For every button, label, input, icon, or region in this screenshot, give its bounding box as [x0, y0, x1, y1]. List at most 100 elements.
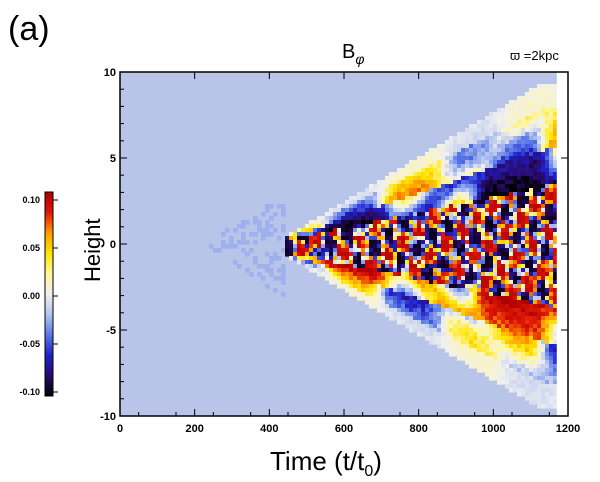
- field-cell: [529, 316, 534, 321]
- field-cell: [405, 216, 410, 221]
- field-cell: [257, 272, 262, 277]
- field-cell: [445, 188, 450, 193]
- field-cell: [233, 228, 238, 233]
- field-cell: [393, 256, 398, 261]
- field-cell: [349, 292, 354, 297]
- field-cell: [417, 296, 422, 301]
- field-cell: [493, 120, 498, 125]
- field-cell: [445, 324, 450, 329]
- field-cell: [473, 128, 478, 133]
- field-cell: [485, 168, 490, 173]
- field-cell: [373, 208, 378, 213]
- field-cell: [489, 160, 494, 165]
- field-cell: [409, 248, 414, 253]
- field-cell: [345, 276, 350, 281]
- field-cell: [453, 196, 458, 201]
- field-cell: [485, 244, 490, 249]
- field-cell: [241, 220, 246, 225]
- field-cell: [509, 356, 514, 361]
- field-cell: [529, 348, 534, 353]
- field-cell: [509, 352, 514, 357]
- field-cell: [517, 324, 522, 329]
- field-cell: [373, 288, 378, 293]
- field-cell: [393, 296, 398, 301]
- field-cell: [429, 172, 434, 177]
- field-cell: [517, 112, 522, 117]
- field-cell: [317, 224, 322, 229]
- field-cell: [413, 188, 418, 193]
- field-cell: [493, 344, 498, 349]
- field-cell: [429, 152, 434, 157]
- field-cell: [497, 220, 502, 225]
- field-cell: [537, 296, 542, 301]
- field-cell: [409, 296, 414, 301]
- field-cell: [285, 252, 290, 257]
- field-cell: [513, 352, 518, 357]
- field-cell: [413, 324, 418, 329]
- field-cell: [421, 244, 426, 249]
- field-cell: [269, 232, 274, 237]
- field-cell: [417, 268, 422, 273]
- field-cell: [425, 156, 430, 161]
- field-cell: [397, 316, 402, 321]
- field-cell: [553, 208, 558, 213]
- field-cell: [529, 312, 534, 317]
- field-cell: [389, 184, 394, 189]
- field-cell: [525, 152, 530, 157]
- field-cell: [473, 340, 478, 345]
- field-cell: [517, 288, 522, 293]
- field-cell: [477, 328, 482, 333]
- field-cell: [477, 324, 482, 329]
- field-cell: [477, 228, 482, 233]
- field-cell: [501, 328, 506, 333]
- field-cell: [437, 188, 442, 193]
- field-cell: [489, 240, 494, 245]
- field-cell: [517, 156, 522, 161]
- field-cell: [537, 88, 542, 93]
- field-cell: [525, 212, 530, 217]
- field-cell: [521, 376, 526, 381]
- field-cell: [369, 288, 374, 293]
- field-cell: [517, 280, 522, 285]
- field-cell: [309, 228, 314, 233]
- field-cell: [545, 188, 550, 193]
- field-cell: [425, 204, 430, 209]
- field-cell: [481, 220, 486, 225]
- field-cell: [289, 252, 294, 257]
- field-cell: [413, 316, 418, 321]
- field-cell: [265, 268, 270, 273]
- field-cell: [553, 144, 558, 149]
- colorbar-tick-label: 0.05: [22, 243, 40, 253]
- field-cell: [341, 256, 346, 261]
- field-cell: [553, 324, 558, 329]
- field-cell: [541, 132, 546, 137]
- field-cell: [421, 296, 426, 301]
- radius-annotation: ϖ =2kpc: [510, 48, 559, 63]
- field-cell: [317, 268, 322, 273]
- field-cell: [533, 108, 538, 113]
- field-cell: [345, 216, 350, 221]
- field-cell: [421, 324, 426, 329]
- field-cell: [445, 248, 450, 253]
- field-cell: [365, 248, 370, 253]
- field-cell: [457, 280, 462, 285]
- field-cell: [369, 256, 374, 261]
- field-cell: [485, 296, 490, 301]
- field-cell: [417, 212, 422, 217]
- field-cell: [397, 216, 402, 221]
- field-cell: [409, 228, 414, 233]
- field-cell: [457, 324, 462, 329]
- field-cell: [345, 236, 350, 241]
- field-cell: [385, 268, 390, 273]
- field-cell: [389, 216, 394, 221]
- field-cell: [541, 148, 546, 153]
- field-cell: [509, 156, 514, 161]
- field-cell: [357, 240, 362, 245]
- field-cell: [453, 172, 458, 177]
- field-cell: [293, 244, 298, 249]
- field-cell: [545, 388, 550, 393]
- field-cell: [373, 196, 378, 201]
- field-cell: [369, 232, 374, 237]
- field-cell: [517, 212, 522, 217]
- field-cell: [353, 272, 358, 277]
